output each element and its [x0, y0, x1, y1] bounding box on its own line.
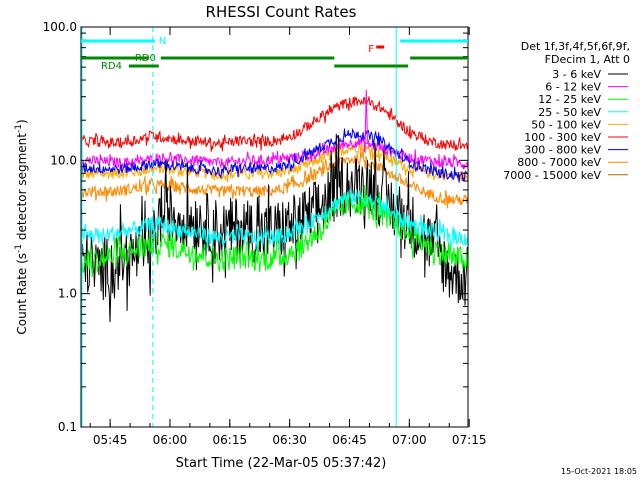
x-tick-label: 07:00 [392, 433, 427, 447]
legend-label: 3 - 6 keV [552, 68, 601, 81]
x-tick-label: 05:45 [93, 433, 128, 447]
flag-label-f: F [368, 44, 374, 55]
series-line-800-7000-kev [81, 149, 468, 209]
x-tick-label: 06:15 [213, 433, 248, 447]
y-axis-label-sup1: -1 [14, 244, 24, 253]
legend-header-line-2: FDecim 1, Att 0 [545, 53, 630, 66]
flag-label-rd4: RD4 [101, 61, 122, 72]
series-line-100-300-kev [81, 96, 468, 152]
flag-label-rd0: RD0 [135, 53, 156, 64]
y-tick-label: 100.0 [43, 20, 77, 34]
footer-timestamp: 15-Oct-2021 18:05 [561, 467, 637, 476]
chart-title: RHESSI Count Rates [206, 3, 357, 21]
flag-label-n: N [159, 36, 166, 47]
legend-label: 7000 - 15000 keV [503, 169, 601, 182]
x-tick-label: 06:30 [272, 433, 307, 447]
x-tick-label: 06:45 [332, 433, 367, 447]
y-axis-label-mid: detector segment [15, 133, 29, 244]
y-tick-label: 10.0 [50, 153, 77, 167]
legend-label: 12 - 25 keV [538, 93, 601, 106]
legend: Det 1f,3f,4f,5f,6f,9f, FDecim 1, Att 0 3… [503, 40, 630, 182]
legend-label: 300 - 800 keV [524, 144, 601, 157]
series-line-25-50-kev [81, 187, 468, 251]
y-axis-label-post: ) [15, 119, 29, 124]
series-spike-6-12-kev [364, 89, 368, 146]
legend-label: 50 - 100 keV [531, 118, 601, 131]
y-axis-label-sup2: -1 [14, 124, 24, 133]
x-tick-label: 06:00 [153, 433, 188, 447]
legend-header-line-1: Det 1f,3f,4f,5f,6f,9f, [521, 40, 630, 53]
plot-frame [80, 26, 469, 428]
legend-label: 6 - 12 keV [545, 81, 601, 94]
series-line-6-12-kev [81, 137, 468, 172]
series-line-300-800-kev [81, 127, 468, 183]
legend-label: 25 - 50 keV [538, 106, 601, 119]
x-axis-label: Start Time (22-Mar-05 05:37:42) [176, 456, 387, 471]
y-tick-label: 0.1 [58, 420, 77, 434]
legend-label: 800 - 7000 keV [517, 156, 601, 169]
y-axis-label-pre: Count Rate (s [15, 253, 29, 335]
x-tick-label: 07:15 [452, 433, 487, 447]
y-axis-label: Count Rate (s-1 detector segment-1) [14, 119, 29, 334]
series-line-50-100-kev [81, 140, 468, 184]
legend-label: 100 - 300 keV [524, 131, 601, 144]
y-tick-label: 1.0 [58, 287, 77, 301]
